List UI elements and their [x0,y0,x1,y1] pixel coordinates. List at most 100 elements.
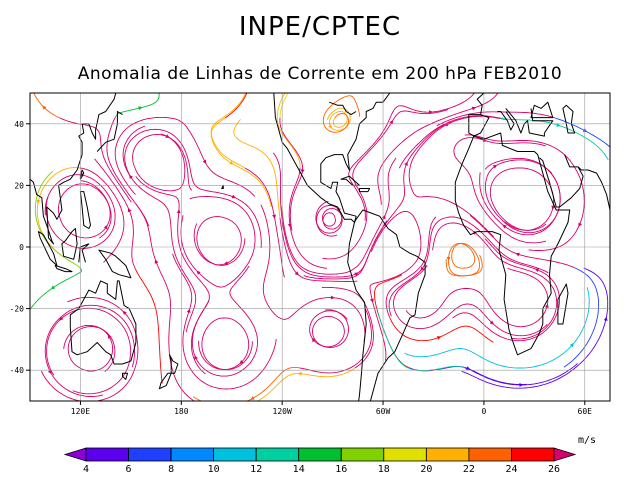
streamline [520,287,590,369]
streamline-arrow [138,106,143,111]
lon-label: 60E [578,407,593,416]
streamline [189,338,277,390]
lon-label: 180 [174,407,189,416]
colorbar-label: 8 [168,464,174,475]
streamline-arrow [202,159,207,165]
streamline-arrow [297,371,302,376]
streamline-arrow [107,334,112,339]
coastline-iberia [468,114,490,137]
streamline-arrow [569,342,574,348]
streamline-arrow [446,256,451,261]
colorbar-segment [213,447,257,462]
colorbar-label: 4 [83,464,89,475]
streamline-arrow [471,106,477,111]
streamline-arrow [311,337,316,343]
coastline-new-guinea [98,249,132,279]
colorbar-segment [85,447,129,462]
streamline-arrow [229,160,234,165]
streamline-arrow [231,194,236,199]
streamline-arrow [404,161,408,166]
streamline [398,115,501,169]
streamline-arrow [287,223,292,228]
streamline-arrow [36,199,41,205]
lat-label: 0 [19,243,24,252]
streamline [191,299,246,377]
streamline-arrow [250,396,255,400]
coastline-arabia [539,154,584,208]
coastline-south-asia [30,93,117,245]
coastline-sulawesi [78,243,90,263]
streamline [377,313,466,372]
streamline-arrow [502,224,507,229]
colorbar-label: 18 [378,464,390,475]
streamline [499,166,561,234]
streamline [312,309,349,348]
streamline-arrow [492,164,498,169]
coastline-japan [96,111,123,152]
axis-ticks: 40 20 0 -20 -40 120E 180 120W 60W 0 60E [10,120,593,416]
streamline [260,204,281,319]
streamline [196,216,246,266]
coastlines [30,50,621,401]
streamline [370,210,422,269]
coastline-greenland-south [393,50,417,62]
lat-label: 20 [14,181,24,190]
streamline [348,117,391,221]
streamline-arrow [436,336,442,340]
coastline-africa [454,132,571,356]
streamline [57,183,112,239]
streamline-arrow [186,308,191,313]
streamline [124,128,191,175]
coastline-hispaniola [359,188,371,193]
streamline [281,206,356,275]
streamline [436,111,556,127]
streamline [528,167,585,251]
streamline-arrow [519,383,524,387]
streamline [405,288,501,319]
coastline-hawaii [221,184,224,189]
streamline [180,215,246,288]
coastline-south-asia [577,166,610,212]
streamline [279,93,289,119]
streamline-arrow [103,224,108,230]
coastline-sri-lanka [618,219,621,228]
streamline-arrow [544,303,549,308]
lon-label: 120E [71,407,90,416]
streamline-arrow [534,268,540,272]
streamline [408,167,495,238]
streamline [389,317,494,343]
streamline [464,167,547,244]
streamline [114,116,171,195]
coastline-java [54,265,73,273]
subtitle: Anomalia de Linhas de Corrente em 200 hP… [77,64,563,84]
streamline-arrow [328,124,333,129]
streamline [385,216,437,319]
streamline-arrow [42,105,47,110]
streamline [321,286,374,369]
streamline [210,93,247,169]
coastline-great-lakes [329,101,357,116]
coastline-new-zealand-south [158,372,172,390]
coastline-new-zealand-north [169,354,179,374]
streamline-arrow [381,214,386,220]
colorbar-segment [383,447,427,462]
lon-label: 120W [273,407,292,416]
lat-label: -40 [10,366,25,375]
streamline [303,217,391,280]
streamline [432,222,521,269]
streamline [210,117,272,208]
colorbar-segment [298,447,342,462]
streamline [404,348,520,369]
streamline [489,167,547,231]
streamline [389,121,451,219]
streamline-arrow [420,266,425,271]
streamline [504,167,555,231]
streamline-arrow [489,320,494,325]
streamline [134,133,186,192]
colorbar-low-triangle [63,447,87,462]
lon-label: 0 [481,407,486,416]
streamline-arrow [389,119,394,125]
coastline-south-america [347,209,426,401]
lat-label: -20 [10,305,25,314]
lon-label: 60W [376,407,391,416]
